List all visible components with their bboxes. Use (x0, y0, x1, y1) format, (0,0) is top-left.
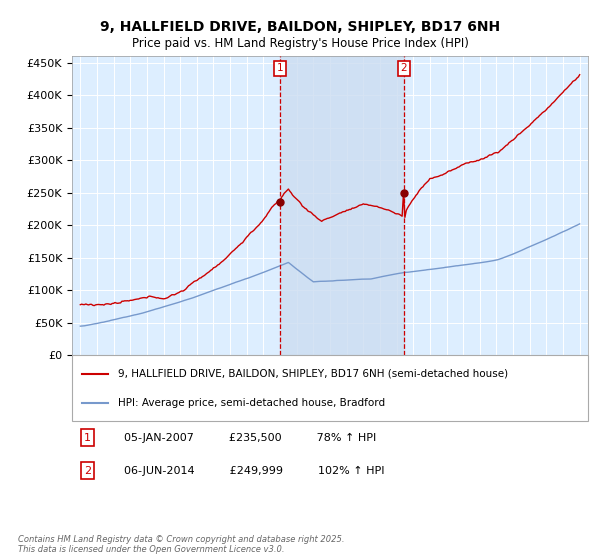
Text: 9, HALLFIELD DRIVE, BAILDON, SHIPLEY, BD17 6NH (semi-detached house): 9, HALLFIELD DRIVE, BAILDON, SHIPLEY, BD… (118, 369, 509, 379)
Text: 05-JAN-2007          £235,500          78% ↑ HPI: 05-JAN-2007 £235,500 78% ↑ HPI (124, 433, 376, 443)
Text: Price paid vs. HM Land Registry's House Price Index (HPI): Price paid vs. HM Land Registry's House … (131, 38, 469, 50)
Text: 1: 1 (277, 63, 284, 73)
Bar (280, 56, 404, 356)
Text: 9, HALLFIELD DRIVE, BAILDON, SHIPLEY, BD17 6NH: 9, HALLFIELD DRIVE, BAILDON, SHIPLEY, BD… (100, 20, 500, 34)
Text: 2: 2 (84, 466, 91, 476)
Text: 06-JUN-2014          £249,999          102% ↑ HPI: 06-JUN-2014 £249,999 102% ↑ HPI (124, 466, 384, 476)
Text: 1: 1 (84, 433, 91, 443)
Text: Contains HM Land Registry data © Crown copyright and database right 2025.
This d: Contains HM Land Registry data © Crown c… (18, 535, 344, 554)
Text: HPI: Average price, semi-detached house, Bradford: HPI: Average price, semi-detached house,… (118, 398, 386, 408)
Text: 2: 2 (400, 63, 407, 73)
FancyBboxPatch shape (72, 356, 588, 421)
